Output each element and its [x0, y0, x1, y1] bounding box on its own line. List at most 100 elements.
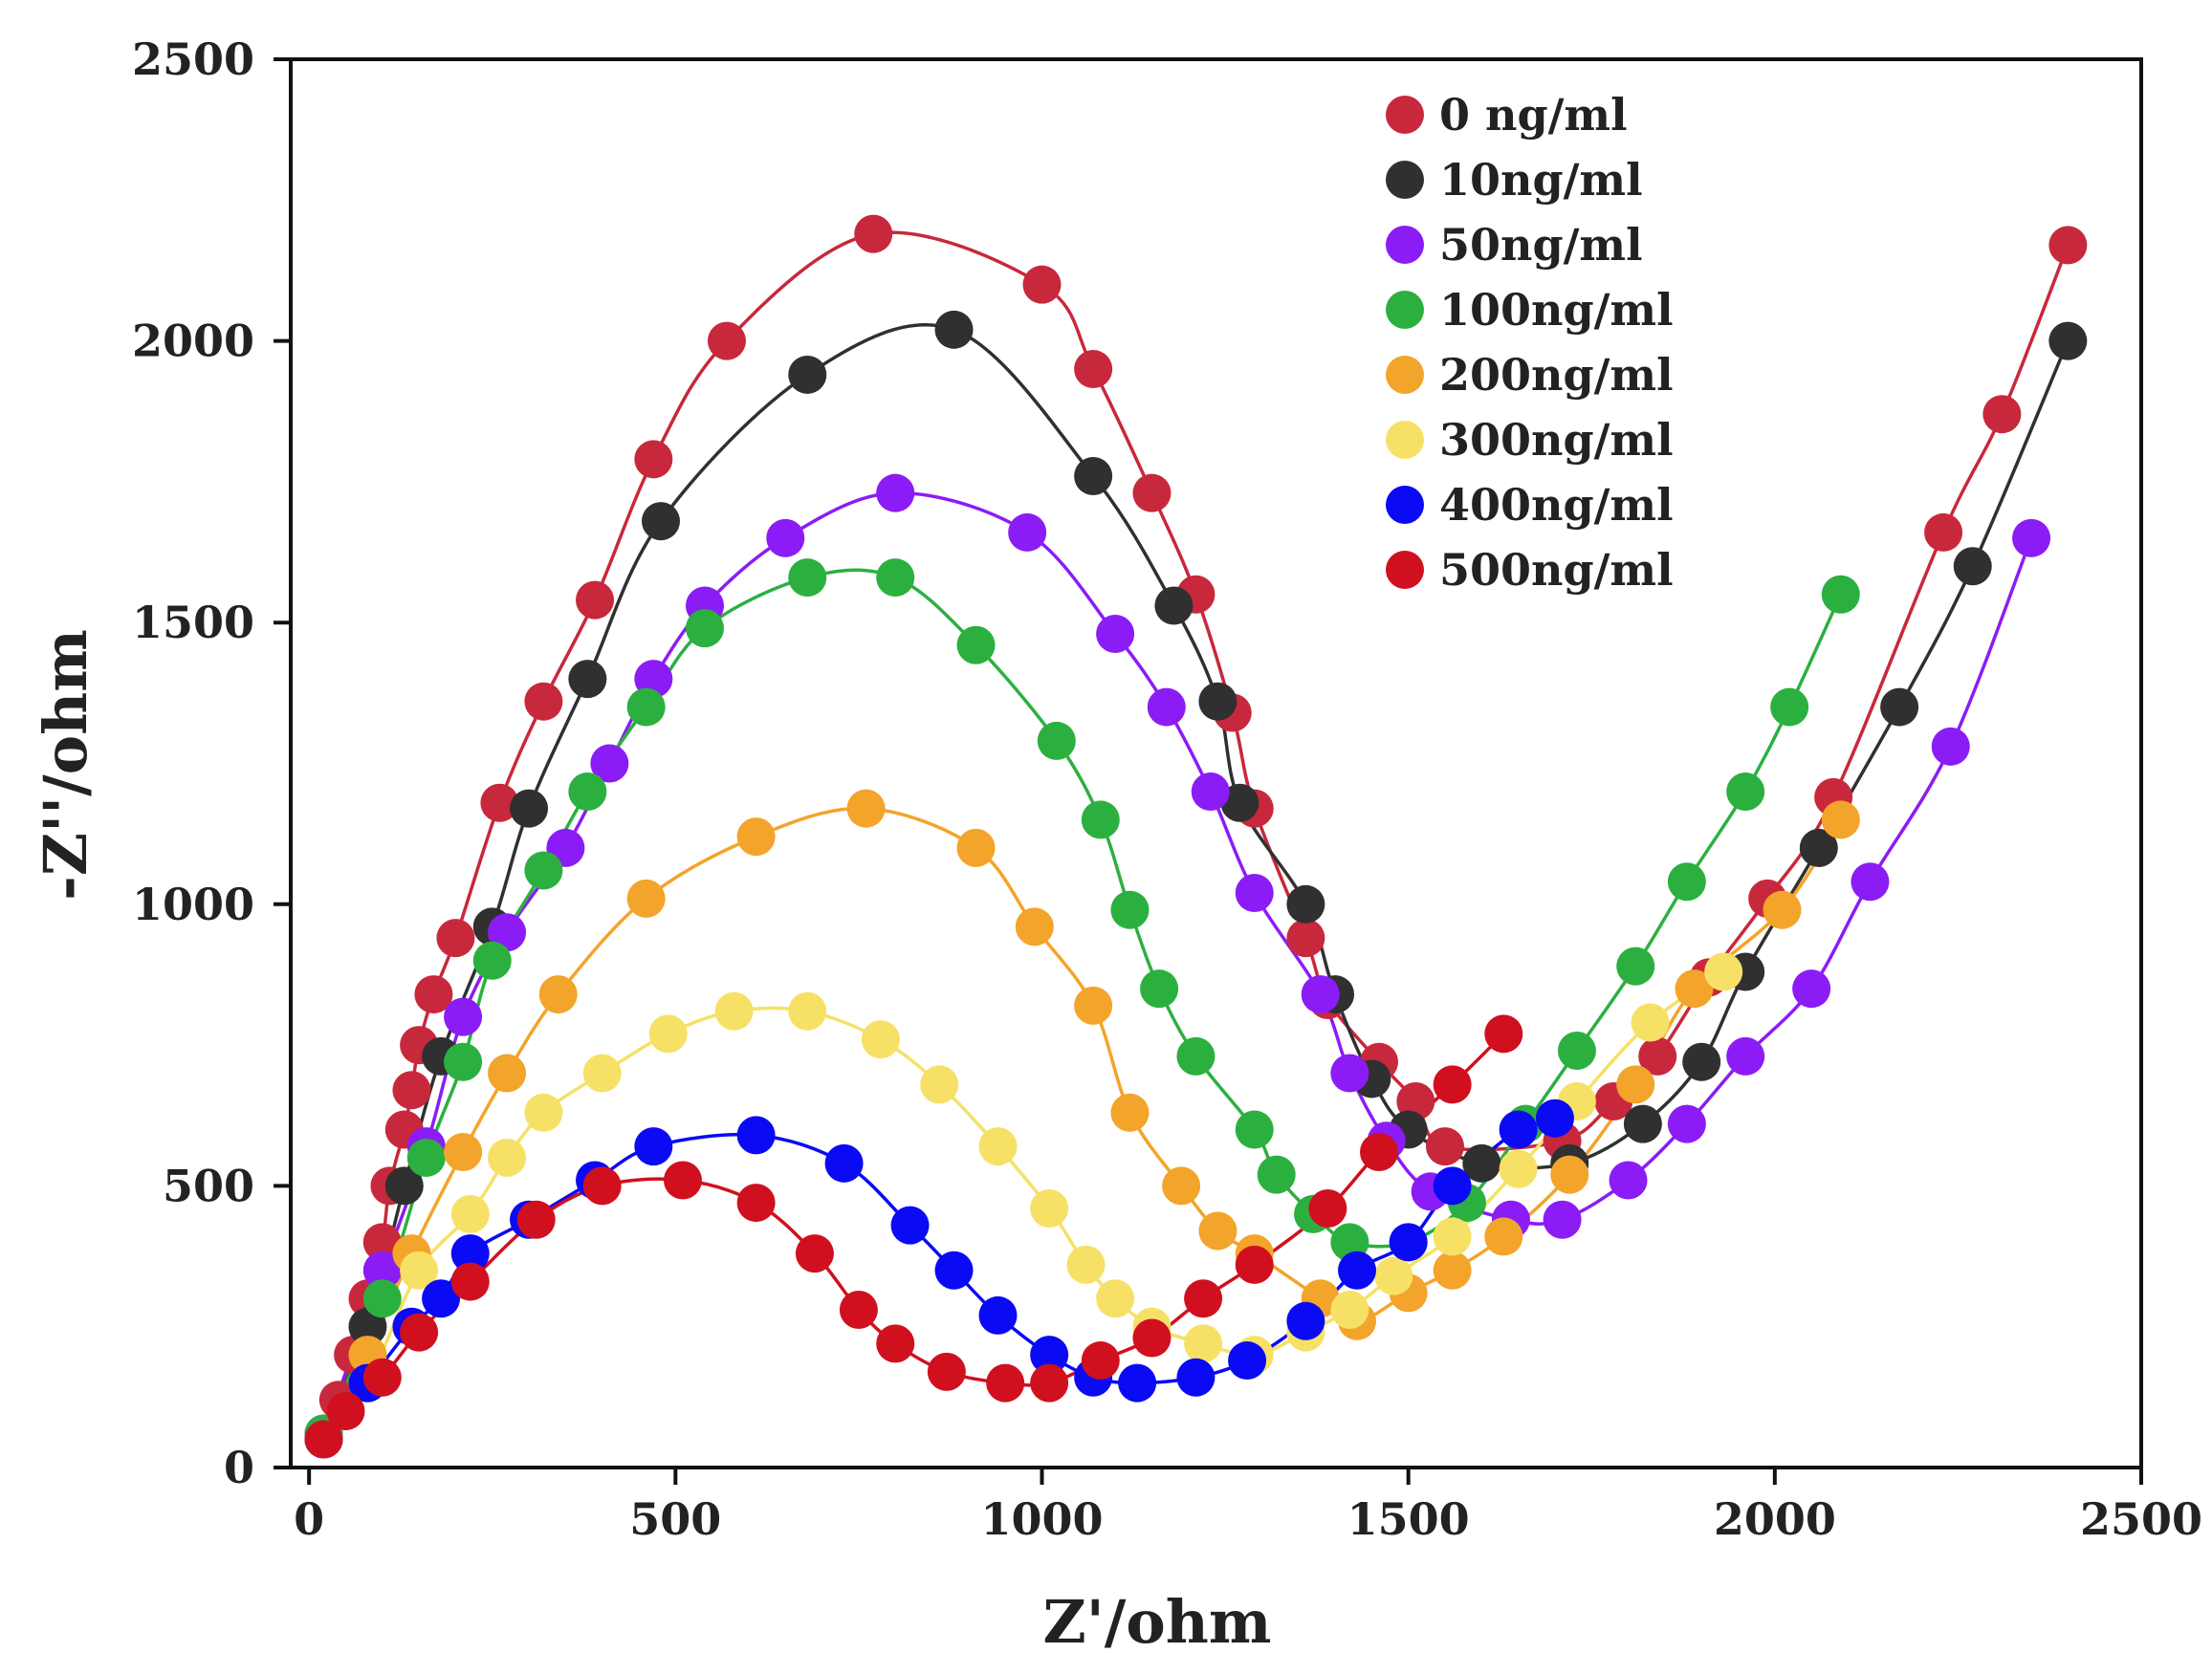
data-point	[978, 1295, 1018, 1335]
data-point	[576, 580, 615, 620]
plot-frame	[289, 57, 2143, 1469]
data-point	[414, 975, 453, 1014]
data-point	[392, 1071, 431, 1110]
x-tick-label: 1500	[1347, 1493, 1470, 1545]
data-point	[1030, 1188, 1069, 1228]
data-point	[1462, 1143, 1501, 1183]
data-point	[524, 851, 563, 890]
legend-label: 10ng/ml	[1439, 154, 1643, 206]
data-point	[1110, 890, 1150, 929]
data-point	[934, 1251, 974, 1290]
data-point	[348, 1307, 387, 1346]
data-point	[1557, 1031, 1596, 1070]
data-point	[444, 1042, 483, 1081]
data-point	[1763, 890, 1802, 929]
data-point	[1162, 1166, 1201, 1206]
data-point	[1609, 1161, 1648, 1200]
y-axis-label: -Z''/ohm	[31, 629, 100, 901]
data-point	[1550, 1155, 1589, 1194]
data-point	[1616, 1065, 1655, 1104]
data-point	[788, 991, 827, 1031]
data-point	[1484, 1217, 1523, 1256]
data-point	[663, 1161, 702, 1200]
data-point	[1081, 800, 1120, 839]
data-point	[634, 1127, 673, 1166]
data-point	[1360, 1133, 1399, 1172]
data-point	[1184, 1324, 1223, 1363]
data-point	[1132, 473, 1172, 512]
data-point	[1037, 721, 1076, 760]
data-point	[1484, 1014, 1523, 1054]
data-point	[1982, 395, 2022, 434]
data-point	[736, 1116, 776, 1155]
data-point	[1176, 1036, 1216, 1076]
data-point	[444, 1133, 483, 1172]
data-point	[1638, 1036, 1677, 1076]
data-point	[1257, 1155, 1296, 1194]
data-point	[1198, 682, 1237, 721]
data-point	[1118, 1363, 1157, 1403]
data-point	[406, 1138, 446, 1177]
legend-marker	[1386, 161, 1424, 199]
data-point	[488, 913, 527, 952]
legend-marker	[1386, 486, 1424, 524]
data-point	[1675, 969, 1714, 1009]
data-point	[766, 518, 805, 557]
data-point	[788, 355, 827, 394]
data-point	[876, 558, 915, 598]
data-point	[854, 214, 893, 253]
data-point	[1096, 1279, 1135, 1318]
data-point	[590, 744, 629, 783]
data-point	[422, 1279, 461, 1318]
legend-label: 100ng/ml	[1439, 284, 1674, 336]
data-point	[1543, 1200, 1582, 1239]
data-point	[1096, 614, 1135, 653]
data-point	[1953, 547, 1992, 586]
data-point	[362, 1223, 402, 1262]
data-point	[920, 1065, 959, 1104]
data-point	[362, 1279, 402, 1318]
data-point	[1433, 1065, 1472, 1104]
data-point	[362, 1358, 402, 1397]
y-tick-label: 2000	[132, 315, 254, 367]
data-point	[1301, 975, 1340, 1014]
legend-label: 0 ng/ml	[1439, 89, 1628, 141]
data-point	[861, 1020, 900, 1059]
data-point	[1770, 687, 1809, 727]
data-point	[1821, 575, 1860, 614]
data-point	[436, 919, 475, 958]
data-point	[1235, 1110, 1274, 1149]
data-point	[1792, 969, 1831, 1009]
data-point	[1667, 1104, 1706, 1143]
data-point	[1220, 783, 1259, 822]
data-point	[927, 1352, 966, 1391]
data-point	[1132, 1318, 1172, 1358]
data-point	[450, 1262, 490, 1301]
legend-marker	[1386, 291, 1424, 329]
data-point	[1191, 772, 1230, 811]
data-point	[2048, 321, 2088, 360]
data-point	[1330, 1054, 1369, 1093]
data-point	[1110, 1093, 1150, 1132]
data-point	[934, 310, 974, 349]
x-axis-label: Z'/ohm	[1043, 1587, 1272, 1657]
data-point	[1176, 1358, 1216, 1397]
data-point	[795, 1234, 834, 1273]
data-point	[1081, 1341, 1120, 1381]
y-tick-label: 0	[224, 1442, 254, 1493]
legend-label: 200ng/ml	[1439, 349, 1674, 401]
legend-label: 400ng/ml	[1439, 479, 1674, 531]
data-point	[1726, 772, 1765, 811]
x-axis-ticks: 0 500 1000 1500 2000 2500	[294, 1468, 2202, 1545]
legend-label: 300ng/ml	[1439, 414, 1674, 466]
data-point	[1389, 1223, 1428, 1262]
data-point	[1286, 919, 1325, 958]
legend-marker	[1386, 551, 1424, 589]
data-point	[1535, 1099, 1574, 1138]
x-tick-label: 2000	[1714, 1493, 1836, 1545]
data-point	[956, 625, 996, 664]
data-point	[978, 1127, 1018, 1166]
data-point	[1433, 1217, 1472, 1256]
data-point	[1154, 586, 1194, 625]
